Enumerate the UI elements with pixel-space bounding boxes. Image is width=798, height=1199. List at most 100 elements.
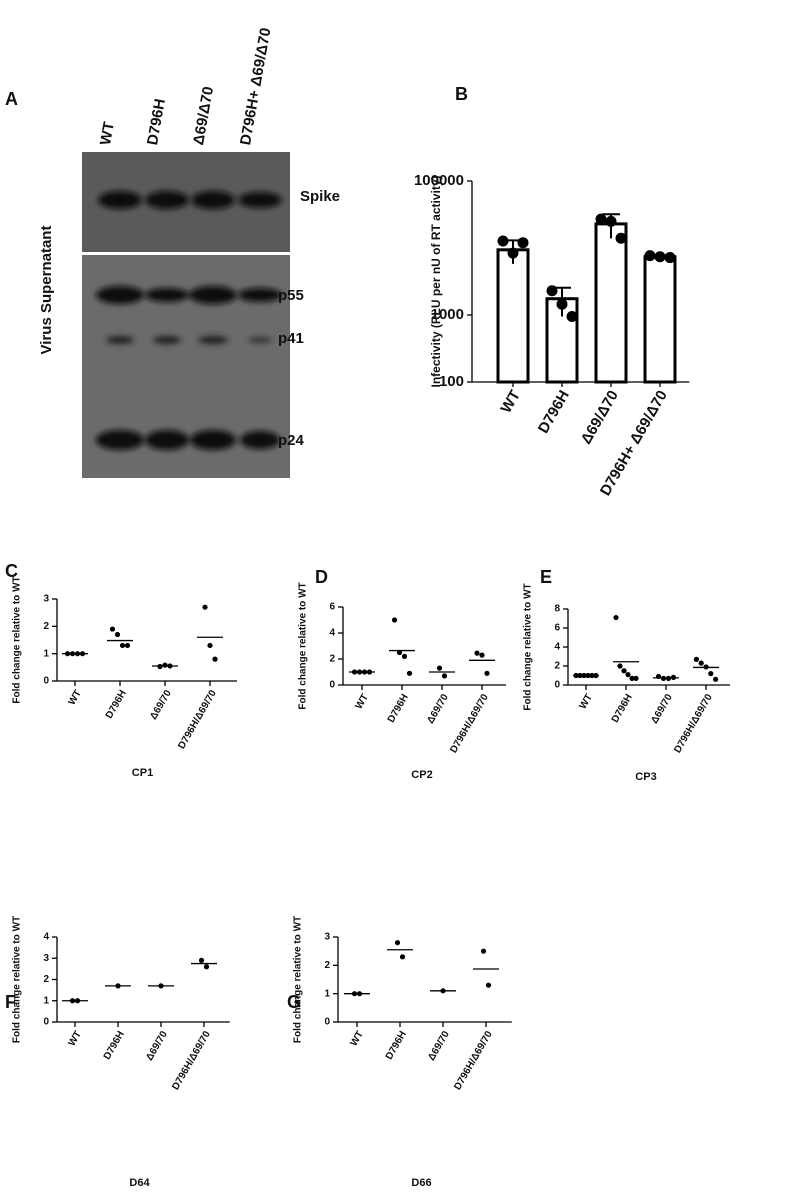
y-tick-label: 3 bbox=[43, 953, 49, 964]
y-tick-label: 2 bbox=[43, 974, 49, 985]
y-tick-label: 2 bbox=[43, 621, 49, 632]
panel-label: B bbox=[455, 84, 468, 104]
y-tick-label: 2 bbox=[554, 661, 560, 672]
data-point bbox=[162, 662, 168, 668]
y-tick-label: 4 bbox=[43, 932, 49, 943]
x-tick-label: WT bbox=[354, 692, 371, 711]
data-point bbox=[708, 671, 714, 677]
x-axis-label: CP1 bbox=[132, 767, 153, 779]
y-tick-label: 100 bbox=[439, 373, 464, 390]
x-tick-label: D796H/Δ69/70 bbox=[672, 692, 715, 755]
data-point bbox=[401, 653, 408, 660]
x-tick-label: Δ69/70 bbox=[649, 692, 675, 726]
y-axis-label: Infectivity (RLU per nU of RT activity) bbox=[429, 175, 443, 387]
x-tick-label: D796H bbox=[386, 692, 411, 724]
data-point bbox=[670, 674, 677, 681]
data-point bbox=[664, 252, 676, 264]
data-point bbox=[556, 298, 568, 310]
x-tick-label: D796H/Δ69/70 bbox=[176, 688, 219, 751]
band-label: Spike bbox=[300, 188, 340, 205]
data-point bbox=[74, 998, 81, 1004]
data-point bbox=[621, 668, 627, 674]
x-tick-label: Δ69/70 bbox=[425, 692, 451, 726]
data-point bbox=[484, 670, 490, 676]
data-point bbox=[366, 669, 373, 675]
y-tick-label: 0 bbox=[554, 680, 560, 691]
x-tick-label: WT bbox=[349, 1029, 366, 1048]
data-point bbox=[351, 669, 358, 675]
data-point bbox=[698, 660, 704, 666]
blot-image bbox=[82, 152, 290, 478]
data-point bbox=[109, 626, 116, 632]
data-point bbox=[356, 991, 363, 997]
lane-label: WT bbox=[97, 120, 118, 146]
panel-label: C bbox=[5, 561, 18, 581]
x-tick-label: Δ69/Δ70 bbox=[578, 387, 622, 447]
data-point bbox=[79, 651, 86, 657]
data-point bbox=[595, 213, 607, 225]
bar bbox=[643, 255, 677, 384]
data-point bbox=[507, 247, 519, 259]
data-point bbox=[356, 669, 363, 675]
side-label: Virus Supernatant bbox=[38, 226, 55, 355]
data-point bbox=[479, 652, 485, 658]
band-label: p24 bbox=[278, 432, 305, 449]
data-point bbox=[394, 940, 401, 946]
data-point bbox=[485, 982, 492, 988]
data-point bbox=[654, 251, 666, 263]
x-axis-label: D64 bbox=[129, 1177, 150, 1189]
data-point bbox=[69, 651, 76, 657]
band-label: p55 bbox=[278, 287, 304, 304]
y-tick-label: 2 bbox=[324, 960, 330, 971]
y-tick-label: 4 bbox=[329, 628, 335, 639]
data-point bbox=[119, 642, 126, 649]
x-tick-label: D796H bbox=[610, 692, 635, 724]
data-point bbox=[665, 675, 672, 681]
x-tick-label: D796H bbox=[104, 688, 129, 720]
y-tick-label: 3 bbox=[324, 932, 330, 943]
x-tick-label: WT bbox=[498, 387, 524, 416]
data-point bbox=[441, 673, 448, 679]
x-tick-label: D796H bbox=[535, 387, 573, 436]
data-point bbox=[589, 672, 595, 679]
x-tick-label: D796H bbox=[102, 1029, 127, 1061]
data-point bbox=[497, 235, 509, 247]
y-tick-label: 100000 bbox=[414, 172, 464, 189]
data-point bbox=[655, 673, 662, 680]
data-point bbox=[633, 675, 639, 681]
y-axis-label: Fold change relative to WT bbox=[523, 583, 534, 710]
x-tick-label: Δ69/70 bbox=[148, 688, 174, 722]
data-point bbox=[115, 983, 121, 989]
data-point bbox=[585, 672, 591, 679]
y-axis-label: Fold change relative to WT bbox=[293, 916, 304, 1043]
x-tick-label: Δ69/70 bbox=[426, 1029, 452, 1063]
data-point bbox=[625, 671, 631, 678]
y-tick-label: 1 bbox=[43, 648, 49, 659]
data-point bbox=[158, 983, 164, 989]
data-point bbox=[406, 670, 413, 676]
data-point bbox=[593, 672, 599, 679]
data-point bbox=[629, 675, 635, 681]
data-point bbox=[693, 656, 700, 662]
y-tick-label: 0 bbox=[43, 1017, 49, 1028]
data-point bbox=[613, 614, 619, 621]
data-point bbox=[615, 232, 627, 244]
data-point bbox=[703, 664, 709, 670]
data-point bbox=[617, 663, 623, 669]
data-point bbox=[69, 998, 76, 1004]
y-tick-label: 0 bbox=[324, 1017, 330, 1028]
data-point bbox=[74, 651, 81, 657]
panel-label: E bbox=[540, 567, 552, 587]
data-point bbox=[198, 957, 205, 963]
panel-label: A bbox=[5, 89, 18, 109]
y-tick-label: 6 bbox=[329, 602, 335, 613]
data-point bbox=[713, 676, 719, 682]
data-point bbox=[440, 988, 446, 994]
data-point bbox=[517, 237, 529, 249]
y-axis-label: Fold change relative to WT bbox=[12, 576, 23, 703]
data-point bbox=[474, 650, 480, 656]
lane-label: Δ69/Δ70 bbox=[190, 85, 217, 146]
y-tick-label: 8 bbox=[554, 604, 560, 615]
